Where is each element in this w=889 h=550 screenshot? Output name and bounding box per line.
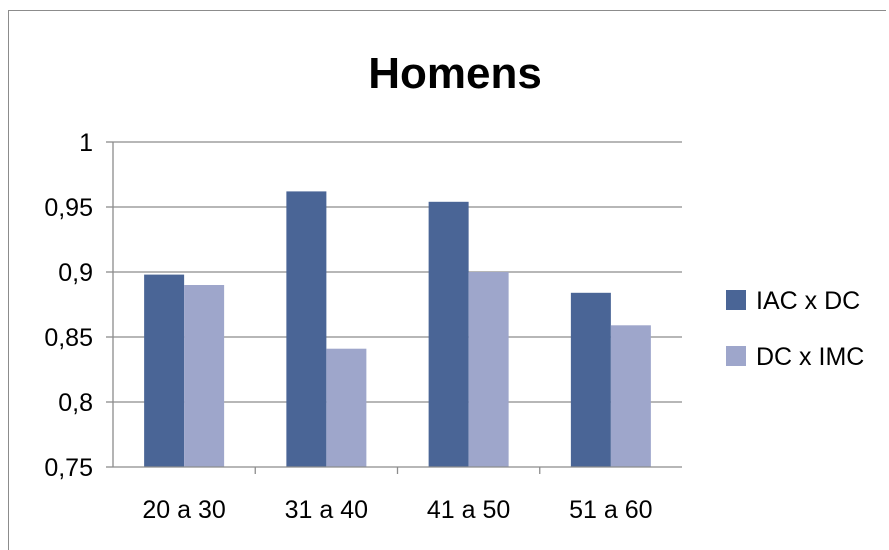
chart-frame: [8, 10, 886, 550]
bar-dc-x-imc-2: [326, 348, 367, 467]
bar-iac-x-dc-4: [570, 292, 611, 467]
bar-dc-x-imc-1: [184, 285, 225, 467]
bar-iac-x-dc-2: [286, 191, 327, 467]
y-tick-label: 0,75: [44, 454, 93, 482]
bar-iac-x-dc-3: [428, 201, 469, 468]
y-tick-label: 0,8: [58, 389, 93, 417]
x-tick-label: 51 a 60: [569, 496, 652, 524]
x-tick-label: 41 a 50: [427, 496, 510, 524]
y-tick-label: 0,85: [44, 324, 93, 352]
y-tick-label: 0,9: [58, 259, 93, 287]
x-axis-ticks: 20 a 30 31 a 40 41 a 50 51 a 60: [142, 467, 653, 524]
legend-label: DC x IMC: [756, 343, 864, 371]
x-tick-label: 31 a 40: [285, 496, 368, 524]
axes: [112, 142, 682, 468]
y-tick-label: 0,95: [44, 194, 93, 222]
bar-dc-x-imc-3: [468, 272, 509, 467]
y-axis-ticks: 0,75 0,8 0,85 0,9 0,95 1: [44, 129, 113, 482]
legend-label: IAC x DC: [756, 287, 860, 315]
bars: [144, 191, 651, 468]
bar-dc-x-imc-4: [610, 325, 651, 467]
bar-iac-x-dc-1: [144, 274, 185, 467]
legend-swatch: [726, 346, 746, 366]
x-tick-label: 20 a 30: [142, 496, 225, 524]
legend-swatch: [726, 290, 746, 310]
legend: IAC x DC DC x IMC: [726, 287, 864, 371]
y-tick-label: 1: [79, 129, 93, 157]
chart-title: Homens: [368, 49, 542, 98]
